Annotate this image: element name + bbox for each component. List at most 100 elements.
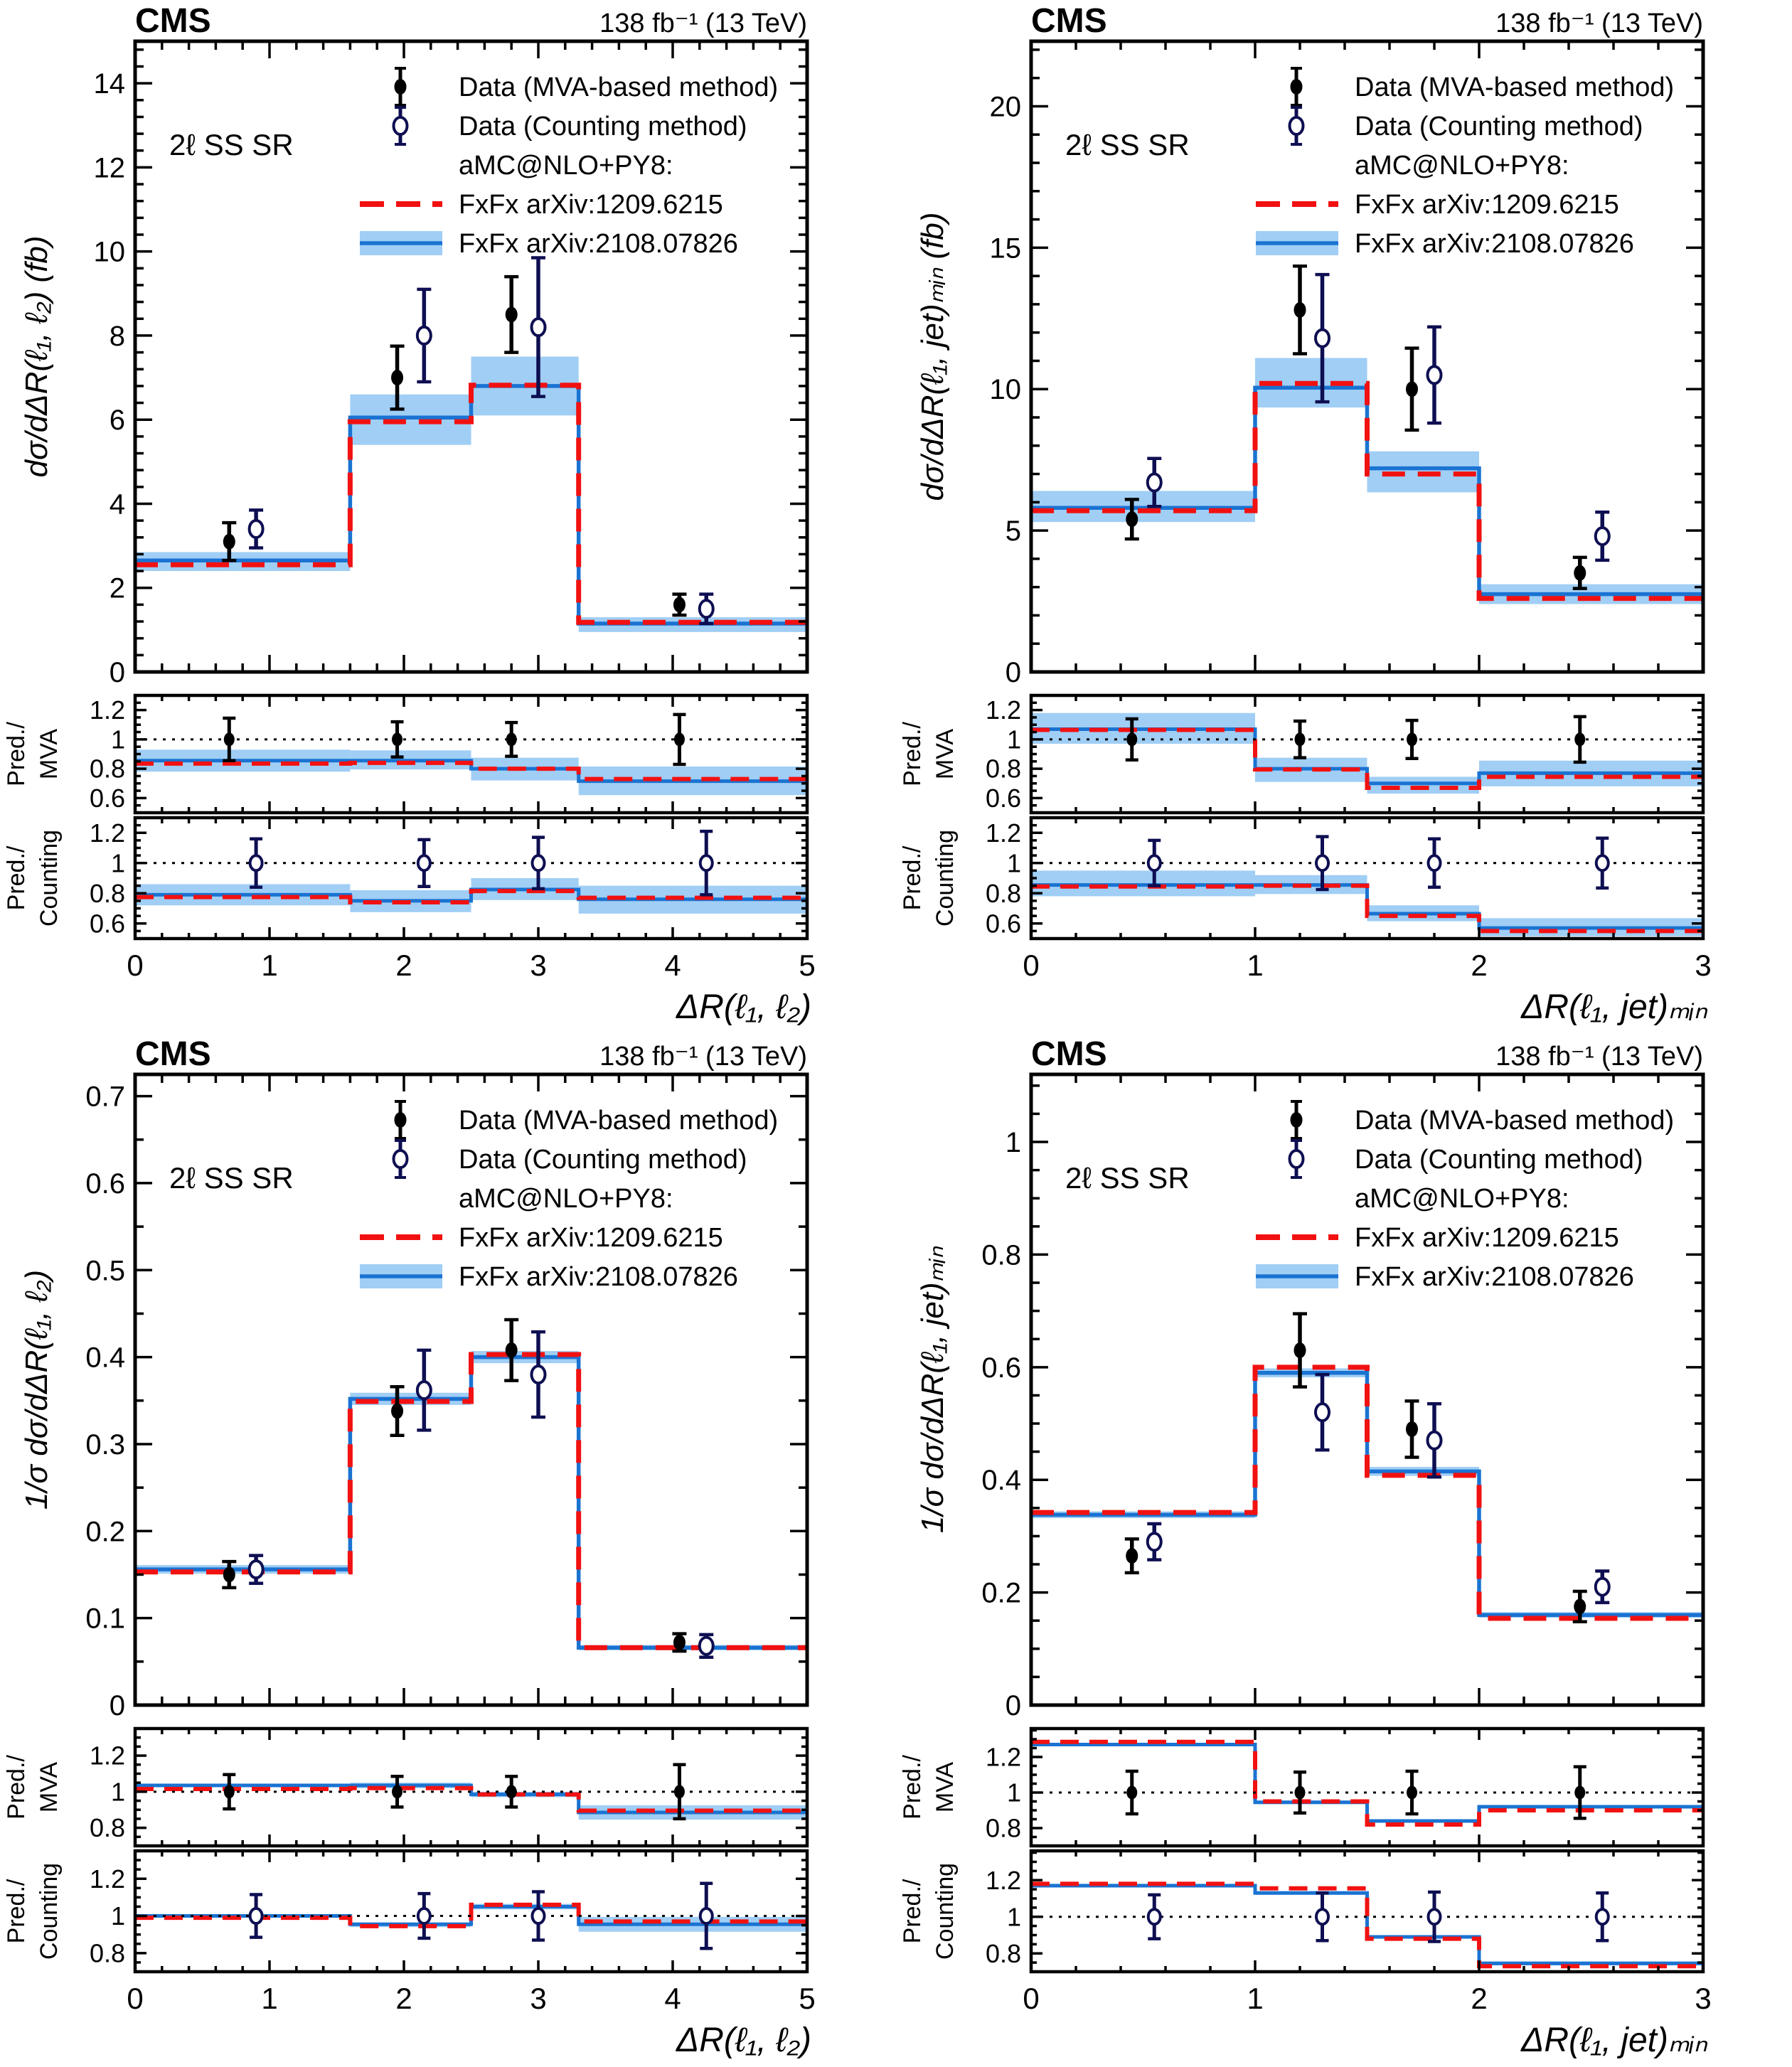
y-tick-label: 1.2 [986, 1743, 1021, 1772]
marker-open-circle [1594, 854, 1610, 872]
marker-filled-circle [392, 732, 403, 747]
ratio-mva-axis-title: MVA [932, 1762, 959, 1812]
marker-filled-circle [505, 306, 518, 323]
x-tick-label: 0 [1023, 949, 1039, 982]
pred-line-fxfx1209 [135, 889, 807, 904]
marker-open-circle [416, 854, 432, 872]
y-tick-label: 12 [94, 152, 126, 183]
legend-item-data-mva: Data (MVA-based method) [459, 1106, 778, 1136]
main-panel: 0 0.1 0.2 0.3 0.4 0.5 0.6 0.7 [85, 1072, 809, 1721]
data-points-mva [222, 1318, 687, 1653]
marker-open-circle [1146, 1532, 1163, 1552]
marker-filled-circle [1406, 1421, 1418, 1437]
marker-open-circle [1426, 854, 1442, 872]
axis-decorations: 0 1 2 3 ΔR(ℓ₁, jet)ₘᵢₙ dσ/dΔR(ℓ₁, jet)ₘᵢₙ (fb… [899, 128, 1712, 1026]
marker-filled-circle [1126, 732, 1138, 747]
legend-item-generator: aMC@NLO+PY8: [1355, 151, 1569, 181]
y-tick-label: 5 [1006, 516, 1021, 547]
x-tick-label: 5 [799, 1982, 815, 2015]
ratio-points-mva [223, 712, 686, 767]
ratio-mva-axis-title: MVA [36, 1762, 63, 1812]
marker-open-circle [1146, 1908, 1162, 1926]
y-tick-label: 0.8 [986, 1939, 1021, 1968]
ratio-panel-counting: 0.8 1 1.2 [986, 1849, 1705, 1974]
x-axis-title: ΔR(ℓ₁, jet)ₘᵢₙ [1520, 2021, 1708, 2059]
x-tick-label: 1 [261, 1982, 277, 2015]
y-tick-label: 1 [111, 725, 125, 754]
marker-open-circle [247, 518, 265, 539]
marker-open-circle [415, 325, 432, 346]
marker-open-circle [1314, 328, 1330, 348]
y-axis-title: dσ/dΔR(ℓ₁, ℓ₂) (fb) [19, 235, 54, 477]
axis-frame [1029, 1072, 1705, 1707]
ratio-panel-mva: 0.60.811.2 [986, 693, 1705, 815]
pred-line-fxfx1209 [135, 1785, 807, 1813]
x-tick-label: 4 [664, 949, 681, 982]
x-tick-label: 0 [127, 1982, 143, 2015]
y-tick-label: 6 [110, 405, 125, 436]
marker-filled-circle [392, 1785, 403, 1799]
y-tick-label: 0.8 [986, 879, 1021, 908]
legend-item-generator: aMC@NLO+PY8: [459, 151, 673, 181]
ratio-panel-mva: 0.8 1 1.2 [90, 1726, 809, 1848]
marker-filled-circle [673, 597, 686, 613]
chart-norm-dRl1jetmin: 0 0.2 0.4 0.6 0.8 1 0.8 1 1.2 0.8 1 1.2 0 1 2 3 ΔR(ℓ₁, j… [899, 1072, 1712, 2059]
y-tick-label: 0.1 [85, 1603, 125, 1635]
y-tick-label: 1 [1007, 848, 1021, 877]
ratio-counting-axis-title: Counting [36, 1863, 63, 1960]
y-tick-label: 0 [110, 657, 125, 688]
axis-frame [133, 39, 809, 674]
data-points-mva [1124, 1312, 1587, 1624]
ratio-panel-mva: 0.60.811.2 [90, 693, 809, 815]
ratio-points-mva [1125, 1765, 1586, 1820]
marker-filled-circle [1294, 1342, 1306, 1359]
pred-line-fxfx1209 [135, 760, 807, 781]
ratio-mva-axis-title: Pred./ [3, 1755, 30, 1820]
ratio-points-counting [1146, 835, 1610, 892]
y-tick-label: 10 [990, 374, 1022, 405]
marker-open-circle [248, 1907, 264, 1926]
x-axis-title: ΔR(ℓ₁, ℓ₂) [676, 2021, 811, 2059]
y-tick-label: 0.8 [981, 1239, 1021, 1271]
ratio-panel-counting: 0.60.811.2 [90, 816, 809, 941]
data-points-mva [222, 274, 687, 617]
x-axis-title: ΔR(ℓ₁, ℓ₂) [676, 988, 811, 1026]
axis-frame [1029, 39, 1705, 674]
ratio-mva-axis-title: MVA [932, 729, 959, 779]
axis-frame [1029, 1726, 1705, 1848]
x-tick-label: 2 [395, 949, 412, 982]
ratio-mva-axis-title: Pred./ [3, 722, 30, 786]
data-points-mva [1124, 264, 1587, 590]
legend-item-fxfx-1209: FxFx arXiv:1209.6215 [459, 190, 723, 220]
quadrant-bottom-left: 0 0.1 0.2 0.3 0.4 0.5 0.6 0.7 0.8 1 1.2 0.8 1 1.2 0 1 2 3… [0, 1033, 896, 2066]
marker-filled-circle [673, 732, 685, 747]
y-tick-label: 0.8 [90, 1813, 125, 1842]
y-tick-label: 0.6 [986, 909, 1021, 938]
marker-filled-circle [1406, 381, 1418, 397]
marker-open-circle [247, 1559, 265, 1580]
marker-filled-circle [1294, 1785, 1306, 1800]
y-tick-label: 0.7 [85, 1081, 125, 1113]
y-tick-label: 0 [1006, 1690, 1021, 1721]
ratio-mva-axis-title: Pred./ [899, 722, 926, 786]
legend: Data (MVA-based method) Data (Counting me… [1256, 1100, 1674, 1292]
marker-filled-circle [673, 1785, 685, 1799]
legend-item-fxfx-2108: FxFx arXiv:2108.07826 [1355, 1262, 1634, 1292]
legend-item-data-mva: Data (MVA-based method) [1355, 1106, 1674, 1136]
y-tick-label: 1 [111, 1901, 125, 1930]
y-tick-label: 0 [1006, 657, 1021, 688]
marker-filled-circle [1574, 565, 1586, 581]
marker-open-circle [1315, 1908, 1330, 1926]
y-tick-label: 15 [990, 233, 1022, 264]
y-tick-label: 1.2 [90, 695, 125, 725]
y-tick-label: 1 [111, 848, 125, 877]
ratio-points-counting [1146, 1890, 1610, 1943]
marker-filled-circle [1574, 1598, 1586, 1615]
data-points-counting [1146, 1372, 1611, 1605]
marker-open-circle [698, 1907, 714, 1926]
marker-filled-circle [391, 370, 404, 386]
pred-line-fxfx1209 [1031, 727, 1703, 790]
y-tick-label: 20 [990, 91, 1022, 122]
